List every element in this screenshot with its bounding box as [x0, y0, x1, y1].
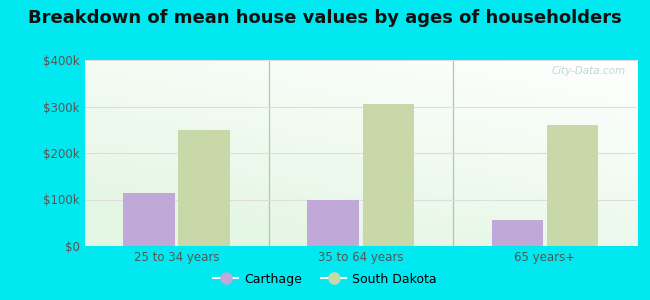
Bar	[123, 193, 175, 246]
Bar	[307, 200, 359, 246]
Bar	[547, 125, 598, 246]
Bar	[363, 104, 414, 246]
Legend: Carthage, South Dakota: Carthage, South Dakota	[208, 268, 442, 291]
Text: Breakdown of mean house values by ages of householders: Breakdown of mean house values by ages o…	[28, 9, 622, 27]
Bar	[178, 130, 230, 246]
Text: City-Data.com: City-Data.com	[552, 66, 626, 76]
Bar	[491, 220, 543, 246]
